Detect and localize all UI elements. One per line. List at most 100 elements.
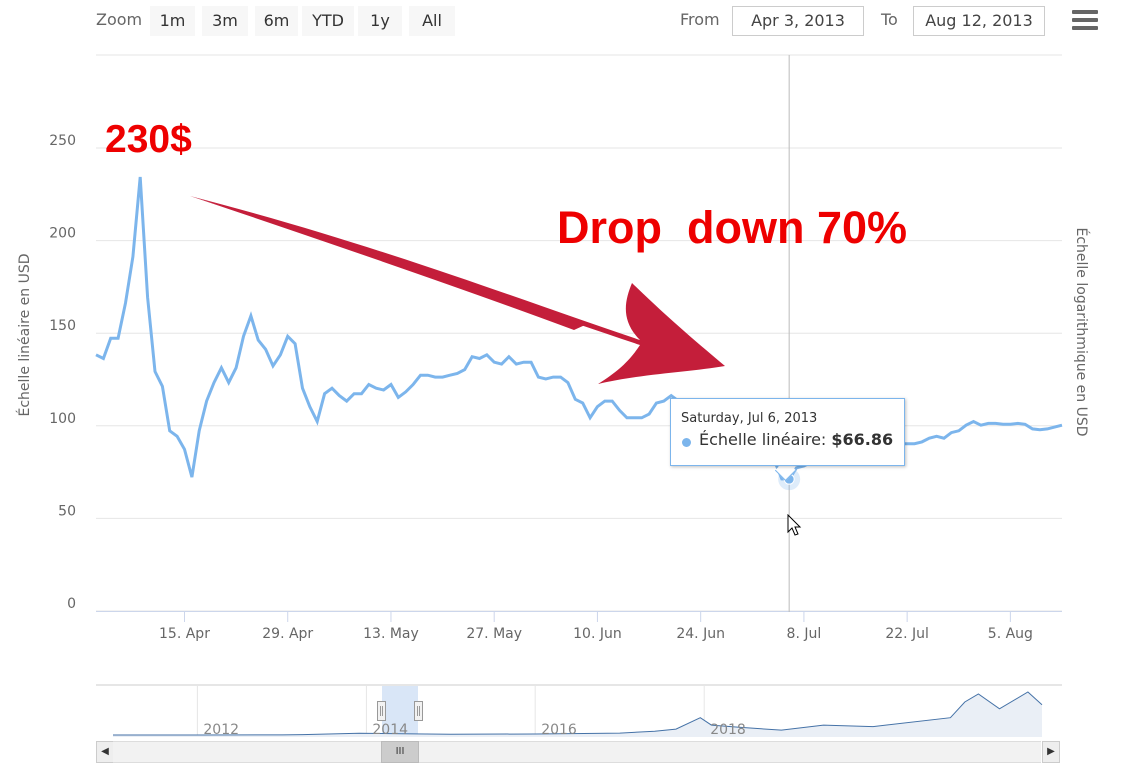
data-point[interactable]	[204, 398, 210, 404]
data-point[interactable]	[499, 361, 505, 367]
data-point[interactable]	[418, 372, 424, 378]
data-point[interactable]	[241, 333, 247, 339]
data-point[interactable]	[447, 372, 453, 378]
data-point[interactable]	[115, 335, 121, 341]
data-point[interactable]	[159, 383, 165, 389]
data-point[interactable]	[373, 385, 379, 391]
data-point[interactable]	[292, 341, 298, 347]
data-point[interactable]	[454, 370, 460, 376]
data-point[interactable]	[602, 398, 608, 404]
data-point[interactable]	[491, 359, 497, 365]
data-point[interactable]	[904, 441, 910, 447]
data-point[interactable]	[285, 333, 291, 339]
data-point[interactable]	[425, 372, 431, 378]
data-point[interactable]	[653, 400, 659, 406]
hamburger-menu-icon[interactable]	[1072, 10, 1098, 32]
data-point[interactable]	[167, 428, 173, 434]
data-point[interactable]	[277, 352, 283, 358]
data-point[interactable]	[594, 404, 600, 410]
navigator-selection-mask[interactable]	[382, 686, 418, 737]
data-point[interactable]	[587, 415, 593, 421]
data-point[interactable]	[661, 398, 667, 404]
data-point[interactable]	[543, 376, 549, 382]
data-point[interactable]	[1052, 424, 1058, 430]
from-date-input[interactable]: Apr 3, 2013	[732, 6, 864, 36]
data-point[interactable]	[506, 354, 512, 360]
data-point[interactable]	[182, 446, 188, 452]
data-point[interactable]	[226, 380, 232, 386]
data-point[interactable]	[528, 359, 534, 365]
data-point[interactable]	[410, 382, 416, 388]
data-point[interactable]	[248, 313, 254, 319]
data-point[interactable]	[934, 433, 940, 439]
scrollbar-right-arrow-icon[interactable]: ▶	[1042, 741, 1060, 763]
data-point[interactable]	[978, 422, 984, 428]
data-point[interactable]	[956, 428, 962, 434]
data-point[interactable]	[462, 367, 468, 373]
data-point[interactable]	[255, 337, 261, 343]
zoom-button-3m[interactable]: 3m	[202, 6, 248, 36]
zoom-button-1y[interactable]: 1y	[358, 6, 402, 36]
data-point[interactable]	[307, 404, 313, 410]
data-point[interactable]	[484, 352, 490, 358]
data-point[interactable]	[432, 374, 438, 380]
data-point[interactable]	[646, 411, 652, 417]
data-point[interactable]	[1022, 421, 1028, 427]
data-point[interactable]	[639, 415, 645, 421]
data-point[interactable]	[388, 382, 394, 388]
data-point[interactable]	[477, 356, 483, 362]
data-point[interactable]	[624, 415, 630, 421]
data-point[interactable]	[469, 354, 475, 360]
data-point[interactable]	[1044, 426, 1050, 432]
data-point[interactable]	[403, 389, 409, 395]
data-point[interactable]	[558, 374, 564, 380]
data-point[interactable]	[572, 396, 578, 402]
data-point[interactable]	[993, 420, 999, 426]
data-point[interactable]	[912, 441, 918, 447]
data-point[interactable]	[1015, 420, 1021, 426]
data-point[interactable]	[1000, 421, 1006, 427]
data-point[interactable]	[948, 430, 954, 436]
data-point[interactable]	[300, 385, 306, 391]
data-point[interactable]	[631, 415, 637, 421]
data-point[interactable]	[189, 474, 195, 480]
data-point[interactable]	[550, 374, 556, 380]
data-point[interactable]	[617, 407, 623, 413]
data-point[interactable]	[218, 365, 224, 371]
data-point[interactable]	[1037, 427, 1043, 433]
data-point[interactable]	[123, 300, 129, 306]
data-point[interactable]	[440, 374, 446, 380]
data-point[interactable]	[1030, 426, 1036, 432]
data-point[interactable]	[314, 419, 320, 425]
data-point[interactable]	[941, 435, 947, 441]
zoom-button-1m[interactable]: 1m	[150, 6, 195, 36]
navigator-handle-right[interactable]	[414, 701, 423, 721]
data-point[interactable]	[263, 346, 269, 352]
data-point[interactable]	[329, 385, 335, 391]
scrollbar-left-arrow-icon[interactable]: ◀	[96, 741, 114, 763]
data-point[interactable]	[366, 382, 372, 388]
data-point[interactable]	[336, 393, 342, 399]
data-point[interactable]	[100, 356, 106, 362]
data-point[interactable]	[1007, 421, 1013, 427]
zoom-button-all[interactable]: All	[409, 6, 455, 36]
data-point[interactable]	[919, 439, 925, 445]
navigator-handle-left[interactable]	[377, 701, 386, 721]
data-point[interactable]	[108, 335, 114, 341]
data-point[interactable]	[130, 254, 136, 260]
data-point[interactable]	[609, 398, 615, 404]
data-point[interactable]	[196, 428, 202, 434]
data-point[interactable]	[145, 294, 151, 300]
data-point[interactable]	[174, 433, 180, 439]
data-point[interactable]	[381, 387, 387, 393]
data-point[interactable]	[270, 363, 276, 369]
data-point[interactable]	[513, 361, 519, 367]
data-point[interactable]	[963, 422, 969, 428]
data-point[interactable]	[322, 391, 328, 397]
data-point[interactable]	[565, 380, 571, 386]
scrollbar-thumb[interactable]: III	[381, 741, 419, 763]
data-point[interactable]	[344, 398, 350, 404]
zoom-button-6m[interactable]: 6m	[255, 6, 298, 36]
data-point[interactable]	[395, 394, 401, 400]
data-point[interactable]	[985, 420, 991, 426]
